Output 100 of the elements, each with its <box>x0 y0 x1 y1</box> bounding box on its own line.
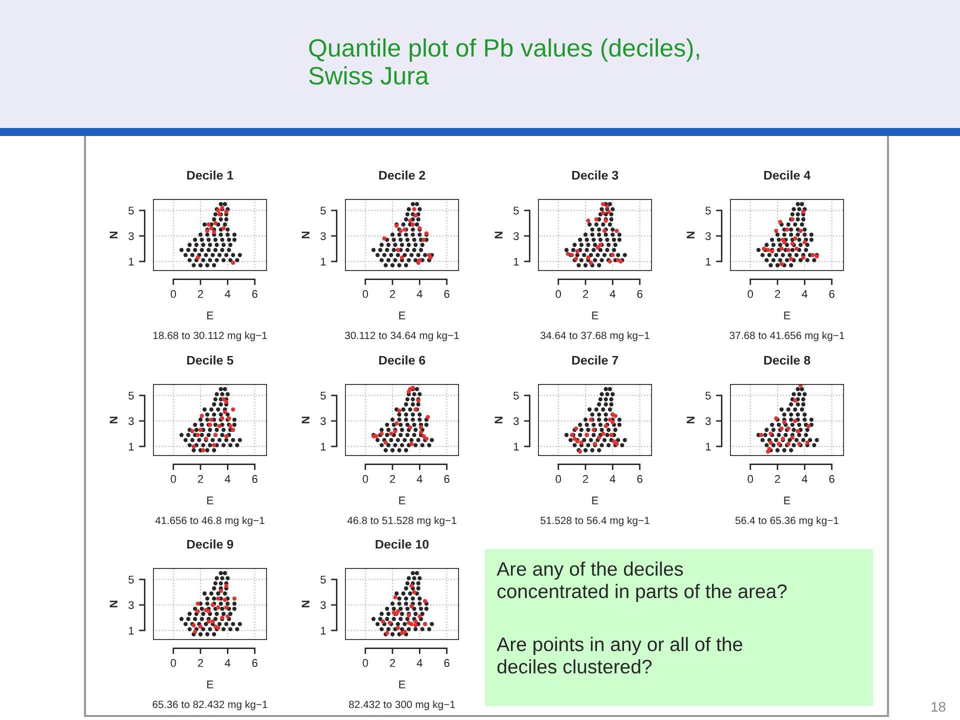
point <box>422 238 426 242</box>
point <box>410 222 415 227</box>
point <box>209 226 214 230</box>
chart-title: Decile 10 <box>376 539 429 549</box>
point <box>759 432 764 438</box>
y-tick-label: 3 <box>320 232 326 240</box>
x-tick-label: 0 <box>170 290 176 298</box>
chart-title: Decile 8 <box>764 355 810 365</box>
point <box>397 408 402 413</box>
y-tick-label: 5 <box>320 392 326 400</box>
x-tick-label: 2 <box>582 290 588 298</box>
y-tick-label: 3 <box>513 232 519 240</box>
point <box>766 449 770 454</box>
x-tick-label: 6 <box>444 659 450 667</box>
x-tick-label: 6 <box>829 475 834 483</box>
point <box>790 435 795 440</box>
y-tick-label: 3 <box>513 417 519 426</box>
y-tick-label: 1 <box>320 626 326 634</box>
point <box>796 429 800 434</box>
x-tick-label: 4 <box>610 290 616 298</box>
chart-title: Decile 9 <box>187 539 234 549</box>
point <box>212 443 216 448</box>
chart-title: Decile 6 <box>379 355 426 365</box>
x-tick-label: 2 <box>774 475 780 483</box>
x-tick-label: 2 <box>390 290 396 298</box>
point <box>601 432 606 436</box>
point <box>217 424 222 428</box>
point <box>409 604 414 608</box>
point <box>218 588 223 594</box>
point <box>768 440 773 445</box>
point <box>222 598 228 602</box>
x-tick-label: 2 <box>390 475 396 483</box>
x-tick-label: 2 <box>582 475 588 483</box>
point <box>196 256 200 260</box>
point <box>579 440 584 445</box>
point <box>605 204 610 209</box>
point <box>428 256 433 260</box>
x-tick-label: 4 <box>416 290 422 298</box>
text: 18.68 to 30.112 mg kg−1 <box>153 331 267 342</box>
point <box>221 397 226 402</box>
y-tick-label: 3 <box>128 417 134 426</box>
text: 37.68 to 41.656 mg kg−1 <box>730 331 844 342</box>
point <box>784 228 790 232</box>
chart-title: Decile 1 <box>187 170 234 180</box>
y-axis-title: N <box>302 600 310 608</box>
x-tick-label: 4 <box>416 659 422 667</box>
x-axis-title: E <box>784 496 790 504</box>
x-axis-title: E <box>207 312 214 320</box>
point <box>394 421 399 426</box>
x-tick-label: 2 <box>774 290 780 298</box>
text: 82.432 to 300 mg kg−1 <box>349 700 455 710</box>
point <box>192 444 196 449</box>
x-tick-label: 4 <box>610 475 616 483</box>
y-tick-label: 5 <box>514 392 519 400</box>
x-tick-label: 4 <box>224 475 230 483</box>
y-tick-label: 1 <box>706 258 711 266</box>
point <box>224 210 228 214</box>
point <box>226 614 230 619</box>
point <box>575 249 580 254</box>
point <box>412 590 416 594</box>
point <box>418 614 422 619</box>
chart-title: Decile 3 <box>572 170 618 180</box>
point <box>201 448 206 452</box>
x-tick-label: 6 <box>637 290 642 298</box>
point <box>200 414 204 418</box>
y-axis-title: N <box>110 232 118 238</box>
y-tick-label: 1 <box>320 442 326 450</box>
point <box>198 428 203 432</box>
x-tick-label: 4 <box>802 290 808 298</box>
point <box>224 400 228 404</box>
x-tick-label: 6 <box>444 290 450 298</box>
x-axis-title: E <box>592 312 598 320</box>
point <box>608 418 612 422</box>
point <box>393 595 398 600</box>
point <box>409 442 414 446</box>
x-tick-label: 4 <box>224 290 230 298</box>
point <box>613 414 618 418</box>
point <box>408 425 412 430</box>
point <box>782 420 786 424</box>
point <box>416 260 420 265</box>
y-tick-label: 1 <box>706 442 711 450</box>
point <box>786 248 790 252</box>
y-axis-title: N <box>110 600 118 608</box>
y-tick-label: 1 <box>320 258 326 266</box>
point <box>402 630 407 634</box>
y-tick-label: 1 <box>128 626 134 634</box>
point <box>222 410 228 414</box>
point <box>778 220 782 224</box>
point <box>596 245 600 250</box>
text: 56.4 to 65.36 mg kg−1 <box>735 516 838 526</box>
point <box>606 210 611 214</box>
point <box>426 415 430 420</box>
point <box>389 432 394 436</box>
point <box>213 221 218 226</box>
point <box>192 630 198 634</box>
x-tick-label: 0 <box>362 659 368 667</box>
point <box>209 418 214 422</box>
text: Quantile plot of Pb values (deciles), Swiss Jura <box>309 38 700 85</box>
point <box>196 432 200 438</box>
y-axis-title: N <box>302 232 310 238</box>
